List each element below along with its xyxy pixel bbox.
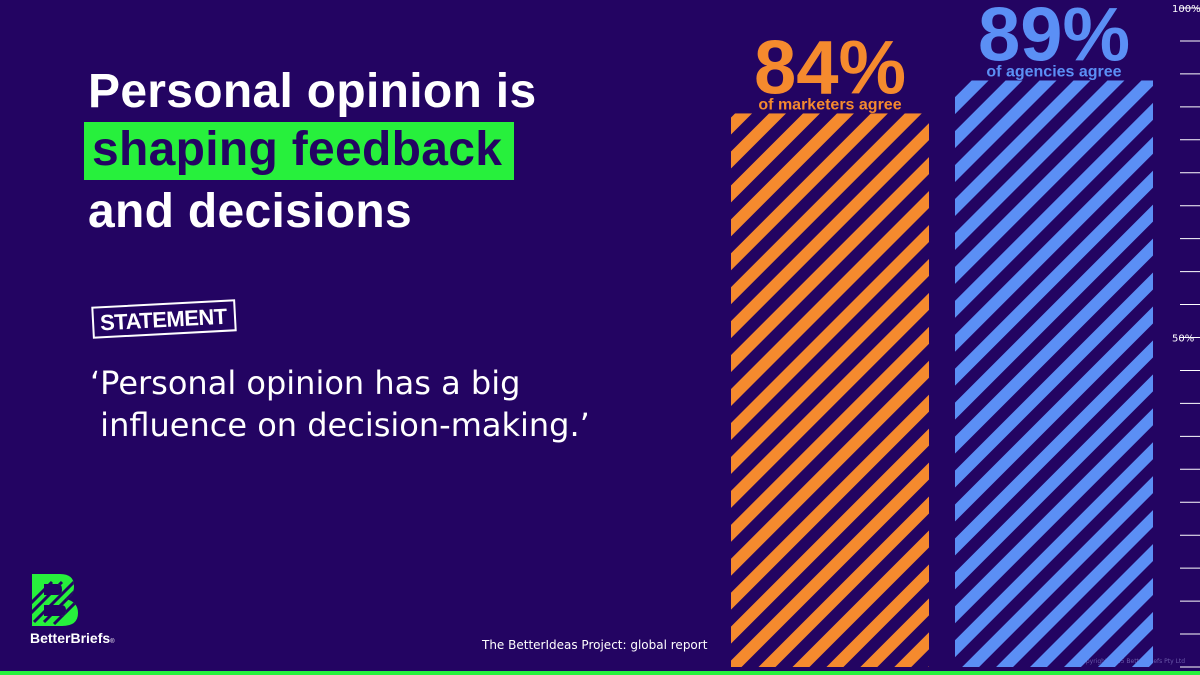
y-tick-label: 50% xyxy=(1172,334,1194,345)
report-footnote: The BetterIdeas Project: global report xyxy=(482,638,708,652)
y-axis: 100% 50% xyxy=(1172,4,1200,668)
headline: Personal opinion is shaping feedback and… xyxy=(84,64,537,240)
headline-highlight: shaping feedback xyxy=(84,122,515,180)
value-label-marketers: 84% xyxy=(754,25,906,110)
bars-group xyxy=(731,80,1153,668)
headline-line-1: Personal opinion is xyxy=(88,65,537,118)
headline-line-3: and decisions xyxy=(88,185,412,238)
brand-name-text: BetterBriefs xyxy=(30,630,111,646)
brand-name: BetterBriefs® xyxy=(30,630,115,646)
bar-caption-agencies: of agencies agree xyxy=(986,63,1121,80)
bottom-accent-bar xyxy=(0,671,1200,675)
bar-agencies xyxy=(955,80,1153,668)
statement-quote: ‘Personal opinion has a big influence on… xyxy=(90,364,590,444)
bar-caption-marketers: of marketers agree xyxy=(758,96,901,113)
registered-mark: ® xyxy=(110,639,115,645)
betterbriefs-logo-icon xyxy=(32,574,78,626)
y-tick-label: 100% xyxy=(1172,4,1200,15)
value-label-agencies: 89% xyxy=(978,0,1130,77)
bar-marketers xyxy=(731,113,929,667)
